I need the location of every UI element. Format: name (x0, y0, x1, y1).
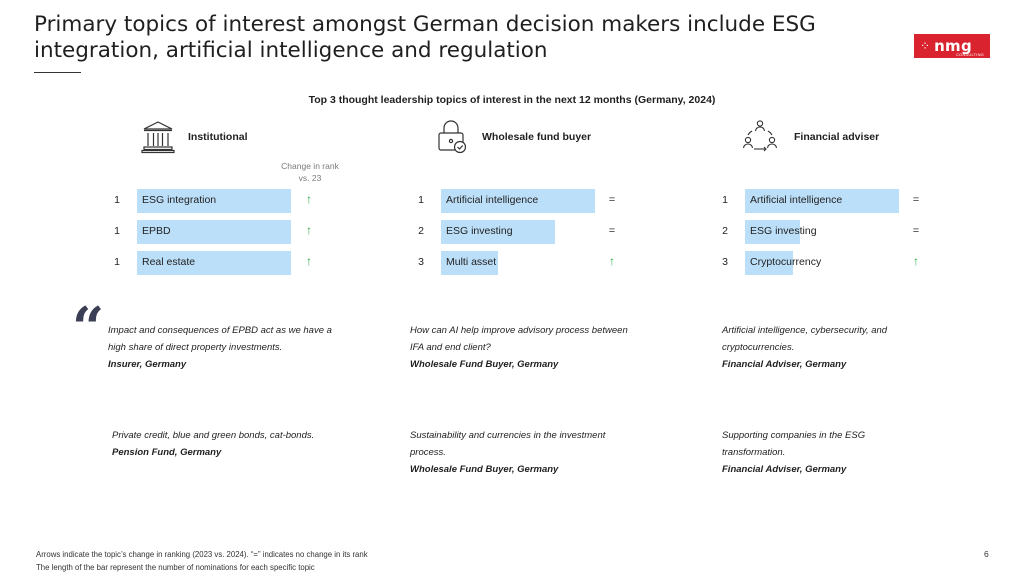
topic-label: ESG integration (142, 194, 217, 206)
rank-label: 3 (418, 256, 424, 268)
quote-text: Supporting companies in the ESG transfor… (722, 430, 866, 458)
chart-title: Top 3 thought leadership topics of inter… (308, 94, 716, 106)
quote-text: Sustainability and currencies in the inv… (410, 430, 606, 458)
topic-bar (441, 220, 555, 244)
quote-source: Insurer, Germany (108, 359, 187, 370)
rank-up-arrow-icon: ↑ (306, 254, 312, 268)
segment-institutional: Institutional (188, 131, 248, 143)
topic-label: ESG investing (750, 225, 817, 237)
rank-up-arrow-icon: ↑ (913, 254, 919, 268)
logo-subtitle: CONSULTING (956, 52, 984, 57)
quote-card: Supporting companies in the ESG transfor… (722, 427, 912, 478)
change-in-rank-header: Change in rank vs. 23 (281, 161, 339, 183)
quote-card: How can AI help improve advisory process… (410, 322, 640, 373)
rank-label: 2 (722, 225, 728, 237)
title-underline (34, 72, 81, 73)
segment-financial-adviser: Financial adviser (794, 131, 880, 143)
segment-wholesale-fund-buyer: Wholesale fund buyer (482, 131, 592, 143)
topic-bar (441, 189, 595, 213)
rank-unchanged-icon: = (608, 194, 616, 206)
topic-bar (137, 220, 291, 244)
rank-label: 1 (114, 256, 120, 268)
topic-bar (745, 251, 793, 275)
topic-label: ESG investing (446, 225, 513, 237)
rank-label: 3 (722, 256, 728, 268)
topic-label: Cryptocurrency (750, 256, 822, 268)
rank-unchanged-icon: = (912, 194, 920, 206)
rank-up-arrow-icon: ↑ (306, 192, 312, 206)
topic-bar (137, 189, 291, 213)
rank-up-arrow-icon: ↑ (306, 223, 312, 237)
lock-check-icon (438, 120, 467, 154)
quote-card: Sustainability and currencies in the inv… (410, 427, 640, 478)
quote-text: Impact and consequences of EPBD act as w… (108, 325, 332, 353)
quote-text: Artificial intelligence, cybersecurity, … (722, 325, 888, 353)
quote-card: Artificial intelligence, cybersecurity, … (722, 322, 952, 373)
quote-card: Impact and consequences of EPBD act as w… (108, 322, 338, 373)
topic-label: Artificial intelligence (446, 194, 539, 206)
quote-source: Financial Adviser, Germany (722, 359, 847, 370)
quote-source: Financial Adviser, Germany (722, 464, 847, 475)
quote-text: How can AI help improve advisory process… (410, 325, 628, 353)
topic-label: Real estate (142, 256, 196, 268)
footnote-arrows: Arrows indicate the topic’s change in ra… (36, 550, 368, 559)
topic-label: Multi asset (446, 256, 497, 268)
nmg-logo: ⁘ nmg CONSULTING (914, 34, 990, 58)
logo-dots-icon: ⁘ (920, 39, 931, 53)
rank-label: 1 (418, 194, 424, 206)
page-title: Primary topics of interest amongst Germa… (34, 12, 816, 63)
network-people-icon (742, 120, 778, 152)
quote-card: Private credit, blue and green bonds, ca… (112, 427, 322, 461)
institution-icon (141, 121, 175, 154)
quote-source: Wholesale Fund Buyer, Germany (410, 464, 559, 475)
rank-label: 2 (418, 225, 424, 237)
topic-label: Artificial intelligence (750, 194, 843, 206)
quote-source: Pension Fund, Germany (112, 447, 222, 458)
rank-label: 1 (722, 194, 728, 206)
footnote-bar-length: The length of the bar represent the numb… (36, 563, 315, 572)
rank-up-arrow-icon: ↑ (609, 254, 615, 268)
topic-bar (745, 220, 801, 244)
topic-bar (137, 251, 291, 275)
page-number: 6 (984, 549, 989, 559)
rank-unchanged-icon: = (912, 225, 920, 237)
topic-label: EPBD (142, 225, 171, 237)
topic-bar (745, 189, 899, 213)
rank-unchanged-icon: = (608, 225, 616, 237)
quote-source: Wholesale Fund Buyer, Germany (410, 359, 559, 370)
rank-label: 1 (114, 194, 120, 206)
topic-bar (441, 251, 498, 275)
logo-wordmark: nmg (934, 37, 973, 55)
quote-mark-icon: “ (72, 295, 105, 361)
quote-text: Private credit, blue and green bonds, ca… (112, 430, 315, 441)
rank-label: 1 (114, 225, 120, 237)
